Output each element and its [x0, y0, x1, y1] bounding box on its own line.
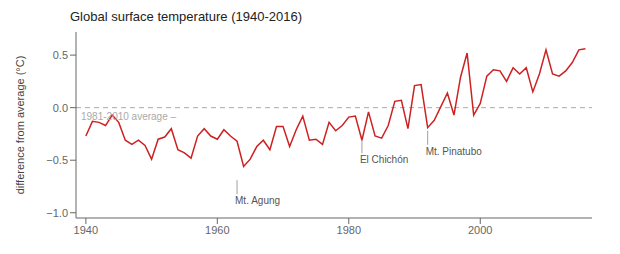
svg-text:1940: 1940 — [74, 224, 98, 236]
svg-text:0.0: 0.0 — [53, 102, 68, 114]
svg-text:difference from average (°C): difference from average (°C) — [14, 56, 26, 195]
html-text:Global surface temperature (19: Global surface temperature (1940-2016) — [70, 9, 302, 24]
svg-text:1960: 1960 — [205, 224, 229, 236]
svg-text:El Chichón: El Chichón — [360, 154, 408, 165]
svg-text:1980: 1980 — [337, 224, 361, 236]
svg-text:Mt. Agung: Mt. Agung — [235, 195, 280, 206]
svg-text:1981-2010 average –: 1981-2010 average – — [81, 111, 177, 122]
svg-text:2000: 2000 — [468, 224, 492, 236]
svg-text:−1.0: −1.0 — [46, 207, 68, 219]
svg-text:Mt. Pinatubo: Mt. Pinatubo — [426, 146, 483, 157]
svg-text:0.5: 0.5 — [53, 49, 68, 61]
svg-text:−0.5: −0.5 — [46, 154, 68, 166]
